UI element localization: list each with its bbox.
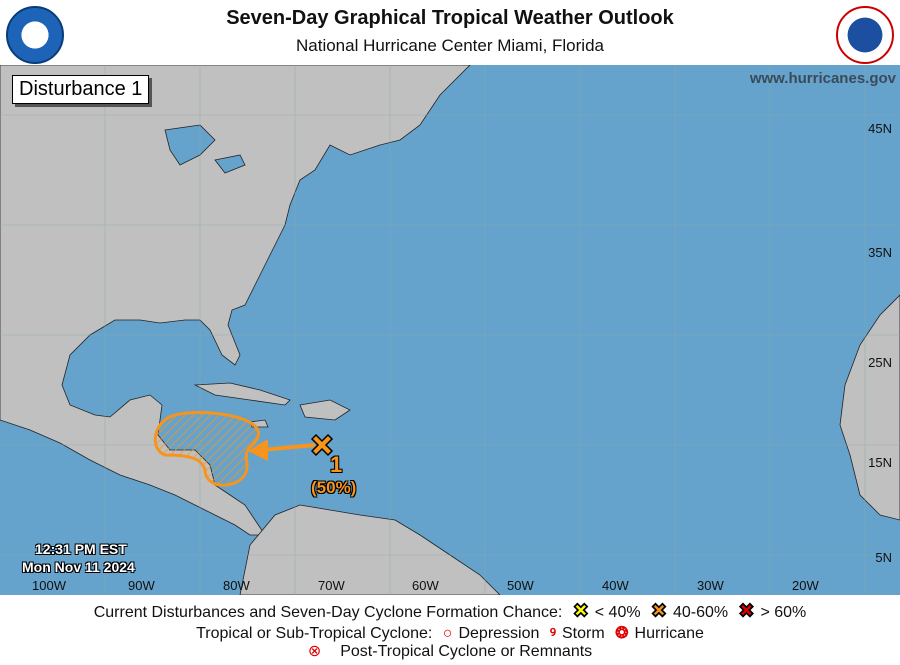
issued-time: 12:31 PM EST xyxy=(35,541,127,557)
lon-label: 60W xyxy=(412,578,439,593)
lon-label: 50W xyxy=(507,578,534,593)
legend-cyclone-label: Tropical or Sub-Tropical Cyclone: xyxy=(196,625,433,642)
lat-label: 45N xyxy=(868,121,892,136)
website-link[interactable]: www.hurricanes.gov xyxy=(749,70,896,87)
legend-high: > 60% xyxy=(760,604,807,621)
legend-row-formation: Current Disturbances and Seven-Day Cyclo… xyxy=(0,600,900,623)
arrow-head-icon xyxy=(248,439,268,461)
depression-icon: ○ xyxy=(442,625,453,642)
low-chance-x-icon: ✖ xyxy=(572,601,589,623)
legend-formation-label: Current Disturbances and Seven-Day Cyclo… xyxy=(93,604,563,621)
hispaniola xyxy=(299,399,351,421)
disturbance-x-icon[interactable] xyxy=(310,433,334,457)
disturbance-label-box: Disturbance 1 xyxy=(12,75,150,104)
post-tropical-icon: ⊗ xyxy=(307,643,322,660)
lon-label: 100W xyxy=(32,578,66,593)
legend-low: < 40% xyxy=(594,604,641,621)
legend-row-cyclone: Tropical or Sub-Tropical Cyclone: ○ Depre… xyxy=(0,621,900,643)
lat-label: 5N xyxy=(875,550,892,565)
africa-land xyxy=(839,294,900,521)
lat-label: 15N xyxy=(868,455,892,470)
lon-label: 20W xyxy=(792,578,819,593)
disturbance-1-area[interactable] xyxy=(153,411,260,487)
issued-date: Mon Nov 11 2024 xyxy=(22,559,135,575)
lat-label: 35N xyxy=(868,245,892,260)
legend-hurricane: Hurricane xyxy=(634,625,704,642)
noaa-logo xyxy=(6,6,64,64)
lon-label: 40W xyxy=(602,578,629,593)
legend-row-post-tropical: ⊗ Post-Tropical Cyclone or Remnants xyxy=(0,641,900,661)
high-chance-x-icon: ✖ xyxy=(738,601,755,623)
map xyxy=(0,65,900,595)
grid-lines xyxy=(0,65,900,595)
motion-arrow xyxy=(261,443,316,452)
page-subtitle: National Hurricane Center Miami, Florida xyxy=(295,36,604,55)
lat-label: 25N xyxy=(868,355,892,370)
south-america-land xyxy=(239,504,501,595)
hurricane-icon: ❂ xyxy=(615,625,629,642)
cuba xyxy=(193,382,291,406)
lon-label: 80W xyxy=(223,578,250,593)
lon-label: 90W xyxy=(128,578,155,593)
nws-logo xyxy=(836,6,894,64)
legend-post-tropical: Post-Tropical Cyclone or Remnants xyxy=(340,643,593,660)
legend-medium: 40-60% xyxy=(672,604,729,621)
medium-chance-x-icon: ✖ xyxy=(651,601,668,623)
lon-label: 30W xyxy=(697,578,724,593)
page-title: Seven-Day Graphical Tropical Weather Out… xyxy=(226,7,674,29)
storm-icon: ꝰ xyxy=(549,625,556,642)
legend-storm: Storm xyxy=(561,625,605,642)
lon-label: 70W xyxy=(318,578,345,593)
disturbance-number: 1 xyxy=(330,452,343,477)
disturbance-chance: (50%) xyxy=(311,478,357,497)
north-america-land xyxy=(0,65,471,536)
header: Seven-Day Graphical Tropical Weather Out… xyxy=(0,0,900,65)
legend-depression: Depression xyxy=(458,625,540,642)
